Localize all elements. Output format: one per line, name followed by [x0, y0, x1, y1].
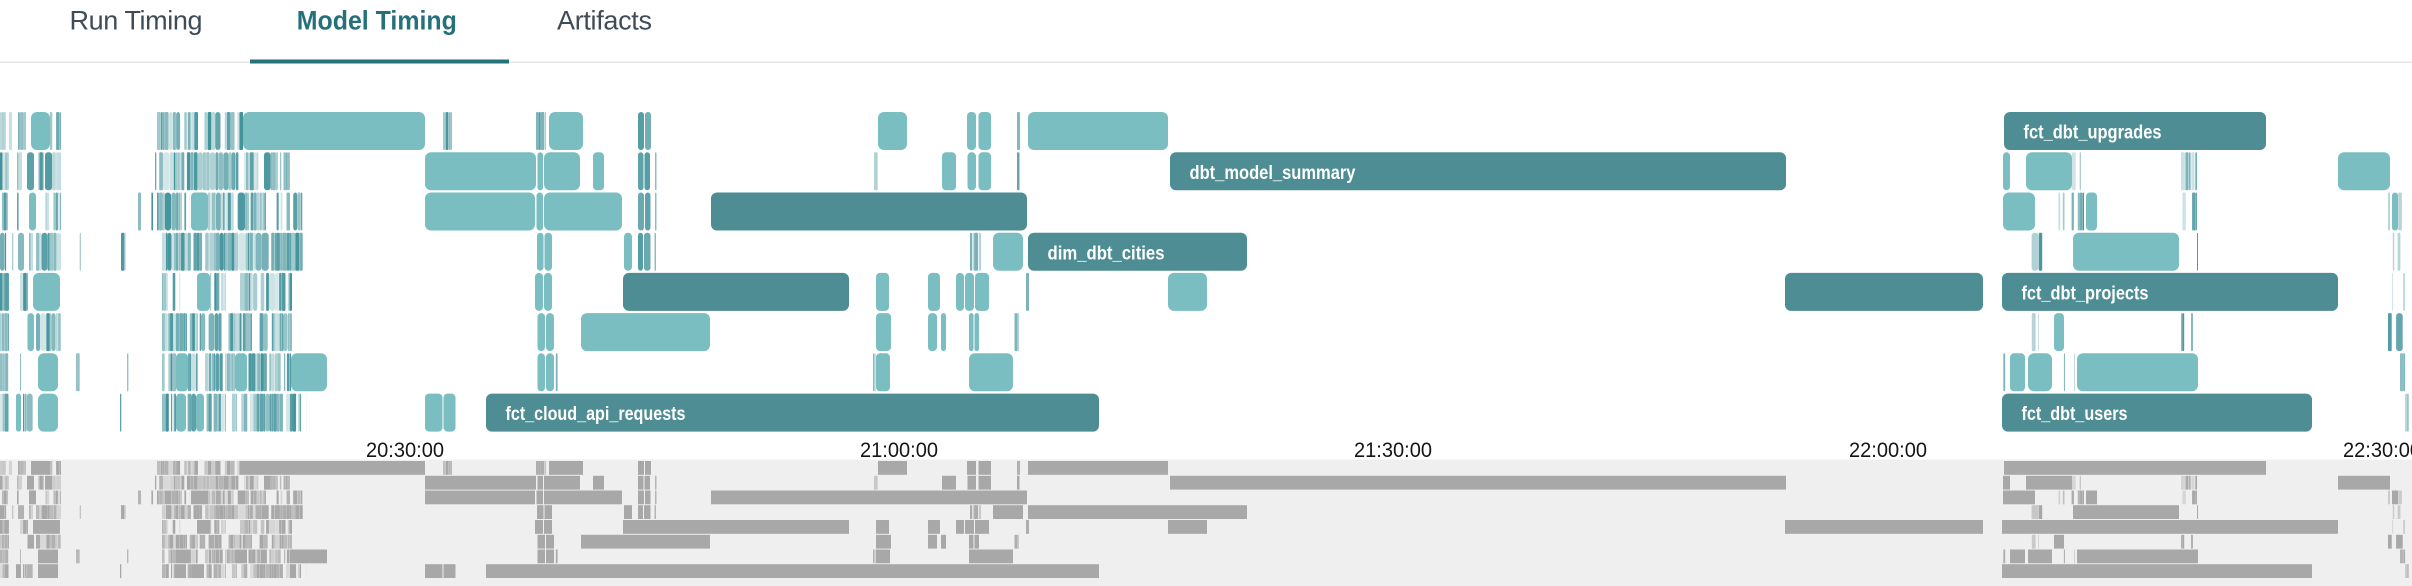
- svg-text:Run Timing: Run Timing: [70, 6, 203, 36]
- svg-text:Artifacts: Artifacts: [557, 6, 652, 36]
- svg-text:20:30:00: 20:30:00: [366, 438, 444, 462]
- svg-text:dim_dbt_cities: dim_dbt_cities: [1048, 243, 1165, 264]
- svg-text:fct_dbt_projects: fct_dbt_projects: [2022, 284, 2149, 305]
- svg-text:Model Timing: Model Timing: [297, 6, 457, 36]
- svg-text:fct_dbt_upgrades: fct_dbt_upgrades: [2024, 123, 2162, 144]
- svg-text:22:00:00: 22:00:00: [1849, 438, 1927, 462]
- svg-text:22:30:00: 22:30:00: [2343, 438, 2412, 462]
- svg-text:fct_dbt_users: fct_dbt_users: [2022, 404, 2128, 425]
- svg-text:21:00:00: 21:00:00: [860, 438, 938, 462]
- svg-text:fct_cloud_api_requests: fct_cloud_api_requests: [506, 404, 686, 425]
- svg-text:dbt_model_summary: dbt_model_summary: [1190, 163, 1356, 184]
- svg-text:21:30:00: 21:30:00: [1354, 438, 1432, 462]
